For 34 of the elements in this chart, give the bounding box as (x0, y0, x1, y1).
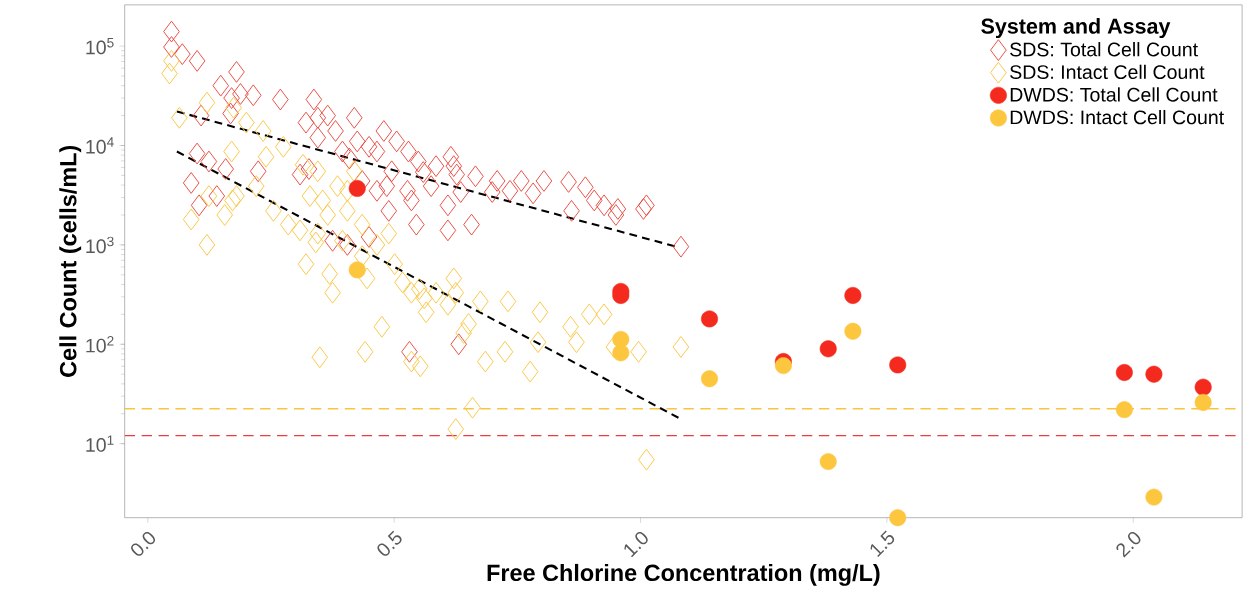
x-tick-label: 0.5 (377, 530, 402, 557)
y-tick-label: 10$^{3}$ (86, 236, 114, 254)
x-axis-title: Free Chlorine Concentration (mg/L) (487, 564, 880, 587)
point (612, 344, 630, 362)
y-tick-label: 10$^{5}$ (86, 38, 114, 55)
point (844, 287, 862, 305)
point (1145, 365, 1163, 383)
y-tick-label: 10$^{4}$ (86, 137, 114, 154)
point (701, 370, 718, 388)
x-tick-label: 1.5 (870, 530, 895, 558)
legend-label: SDS: Total Cell Count (1010, 42, 1198, 57)
point (889, 509, 907, 527)
point (1194, 394, 1212, 412)
point (348, 261, 366, 279)
legend-label: SDS: Intact Cell Count (1010, 64, 1205, 80)
point (819, 453, 837, 471)
x-tick-label: 1.0 (624, 532, 648, 558)
x-tick-label: 0.0 (131, 532, 156, 557)
point (701, 310, 718, 328)
point (1115, 364, 1133, 382)
point (819, 340, 837, 358)
point (1194, 378, 1212, 396)
point (1115, 401, 1133, 419)
point (1145, 488, 1163, 506)
y-axis-title: Cell Count (cells/mL) (59, 146, 82, 378)
point (889, 356, 907, 374)
y-tick-label: 10$^{1}$ (86, 435, 114, 453)
point (844, 323, 862, 340)
legend-title: System and Assay (981, 18, 1171, 39)
x-tick-label: 2.0 (1116, 532, 1141, 558)
y-tick-label: 10$^{2}$ (86, 336, 114, 353)
legend-label: DWDS: Total Cell Count (1010, 87, 1218, 102)
point (774, 357, 792, 375)
legend-label: DWDS: Intact Cell Count (1010, 110, 1224, 125)
